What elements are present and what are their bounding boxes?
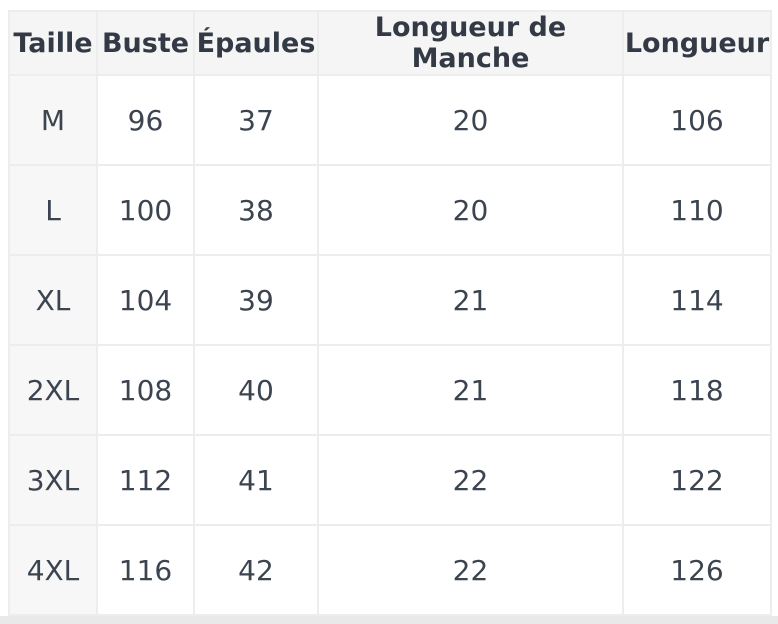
row-label-xl: XL bbox=[8, 254, 98, 346]
cell-epaules: 41 bbox=[193, 434, 319, 526]
table-row-4xl: 4XL 116 42 22 126 bbox=[8, 524, 772, 616]
table-row-3xl: 3XL 112 41 22 122 bbox=[8, 434, 772, 526]
row-label-l: L bbox=[8, 164, 98, 256]
bottom-divider bbox=[0, 616, 778, 624]
column-header-epaules: Épaules bbox=[193, 10, 319, 76]
row-label-m: M bbox=[8, 74, 98, 166]
cell-buste: 104 bbox=[96, 254, 195, 346]
row-label-4xl: 4XL bbox=[8, 524, 98, 616]
cell-manche: 20 bbox=[317, 164, 624, 256]
cell-epaules: 37 bbox=[193, 74, 319, 166]
cell-manche: 21 bbox=[317, 344, 624, 436]
column-header-taille: Taille bbox=[8, 10, 98, 76]
row-label-3xl: 3XL bbox=[8, 434, 98, 526]
column-header-buste: Buste bbox=[96, 10, 195, 76]
cell-manche: 22 bbox=[317, 434, 624, 526]
cell-buste: 108 bbox=[96, 344, 195, 436]
cell-longueur: 106 bbox=[622, 74, 772, 166]
cell-longueur: 126 bbox=[622, 524, 772, 616]
cell-buste: 100 bbox=[96, 164, 195, 256]
column-header-longueur: Longueur bbox=[622, 10, 772, 76]
cell-buste: 116 bbox=[96, 524, 195, 616]
size-chart-table: Taille Buste Épaules Longueur de Manche … bbox=[8, 10, 772, 616]
cell-longueur: 114 bbox=[622, 254, 772, 346]
row-label-2xl: 2XL bbox=[8, 344, 98, 436]
header-row: Taille Buste Épaules Longueur de Manche … bbox=[8, 10, 772, 76]
column-header-longueur-de-manche: Longueur de Manche bbox=[317, 10, 624, 76]
cell-epaules: 42 bbox=[193, 524, 319, 616]
cell-manche: 22 bbox=[317, 524, 624, 616]
cell-buste: 96 bbox=[96, 74, 195, 166]
cell-buste: 112 bbox=[96, 434, 195, 526]
cell-manche: 20 bbox=[317, 74, 624, 166]
table-row-xl: XL 104 39 21 114 bbox=[8, 254, 772, 346]
cell-epaules: 40 bbox=[193, 344, 319, 436]
cell-manche: 21 bbox=[317, 254, 624, 346]
cell-epaules: 38 bbox=[193, 164, 319, 256]
table-row-l: L 100 38 20 110 bbox=[8, 164, 772, 256]
cell-epaules: 39 bbox=[193, 254, 319, 346]
cell-longueur: 118 bbox=[622, 344, 772, 436]
table-row-m: M 96 37 20 106 bbox=[8, 74, 772, 166]
cell-longueur: 122 bbox=[622, 434, 772, 526]
table-row-2xl: 2XL 108 40 21 118 bbox=[8, 344, 772, 436]
cell-longueur: 110 bbox=[622, 164, 772, 256]
